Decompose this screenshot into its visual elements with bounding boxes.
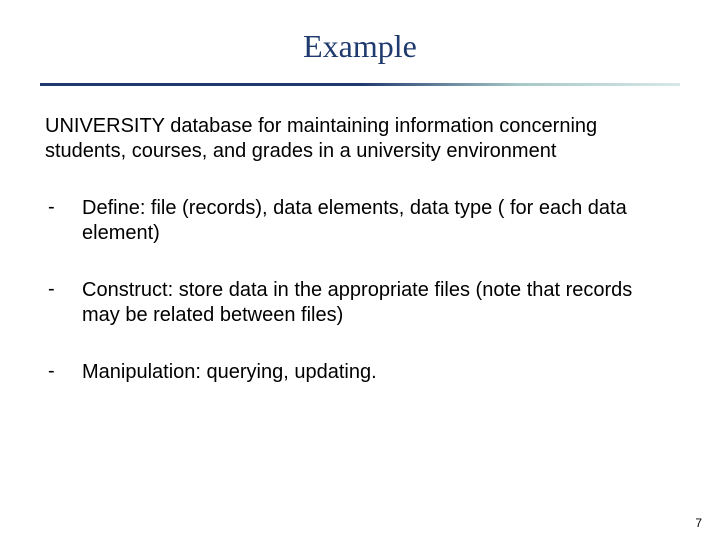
list-item: - Manipulation: querying, updating. <box>48 360 680 385</box>
bullet-marker: - <box>48 360 58 383</box>
intro-paragraph: UNIVERSITY database for maintaining info… <box>45 114 680 164</box>
slide-container: Example UNIVERSITY database for maintain… <box>0 0 720 540</box>
bullet-text: Define: file (records), data elements, d… <box>82 196 680 246</box>
bullet-marker: - <box>48 278 58 301</box>
page-number: 7 <box>695 516 702 530</box>
bullet-list: - Define: file (records), data elements,… <box>40 196 680 385</box>
list-item: - Define: file (records), data elements,… <box>48 196 680 246</box>
bullet-text: Construct: store data in the appropriate… <box>82 278 680 328</box>
bullet-marker: - <box>48 196 58 219</box>
list-item: - Construct: store data in the appropria… <box>48 278 680 328</box>
title-divider <box>40 83 680 86</box>
bullet-text: Manipulation: querying, updating. <box>82 360 397 385</box>
slide-title: Example <box>40 28 680 65</box>
